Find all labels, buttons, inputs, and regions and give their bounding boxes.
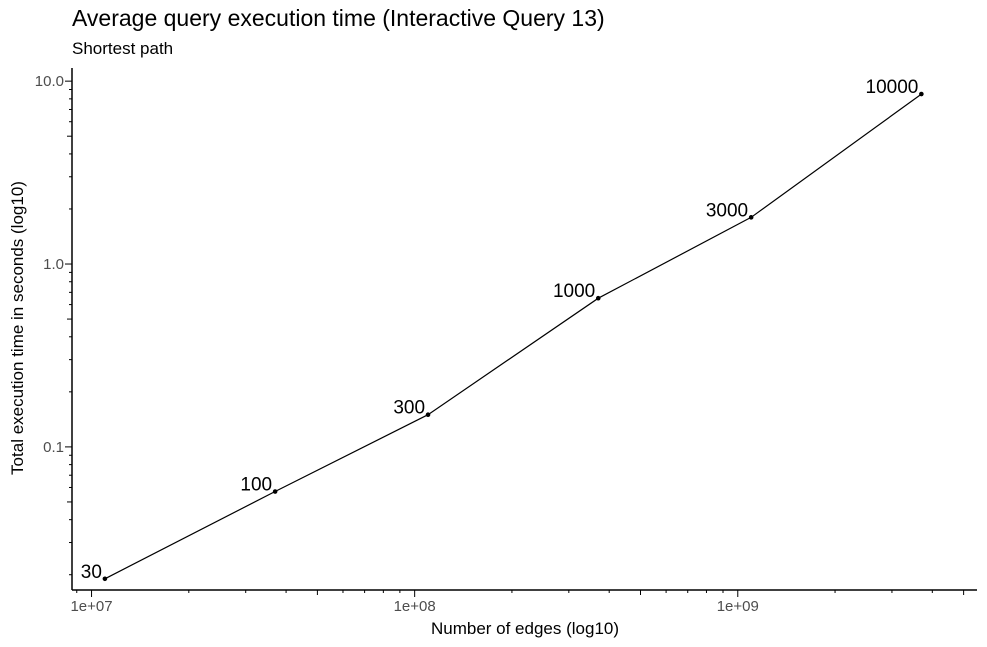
- data-point: [919, 91, 924, 97]
- series-line: [104, 93, 922, 580]
- chart-subtitle: Shortest path: [72, 39, 173, 58]
- data-point-label: 300: [393, 398, 425, 419]
- y-axis-label: Total execution time in seconds (log10): [8, 181, 27, 475]
- y-tick-label: 1.0: [43, 256, 64, 273]
- x-axis-label: Number of edges (log10): [431, 619, 619, 638]
- data-point: [272, 489, 278, 494]
- axes: 1e+07 1e+08 1e+09 0.1 1.0 10.0: [35, 68, 977, 615]
- data-point-label: 100: [240, 475, 272, 496]
- x-tick-label: 1e+08: [394, 598, 436, 615]
- y-tick-label: 0.1: [43, 439, 64, 456]
- data-point: [595, 295, 601, 301]
- data-point-label: 1000: [553, 281, 595, 302]
- x-tick-label: 1e+09: [717, 598, 759, 615]
- chart-title: Average query execution time (Interactiv…: [72, 5, 605, 31]
- data-point: [102, 576, 108, 582]
- data-series: 30 100 300 1000 3000 10000: [81, 77, 924, 583]
- data-point-label: 10000: [866, 77, 919, 98]
- y-tick-label: 10.0: [35, 73, 64, 90]
- x-tick-label: 1e+07: [70, 598, 112, 615]
- data-point-label: 3000: [706, 200, 748, 221]
- data-point-label: 30: [81, 562, 102, 583]
- data-point: [425, 412, 431, 417]
- data-point: [748, 215, 754, 220]
